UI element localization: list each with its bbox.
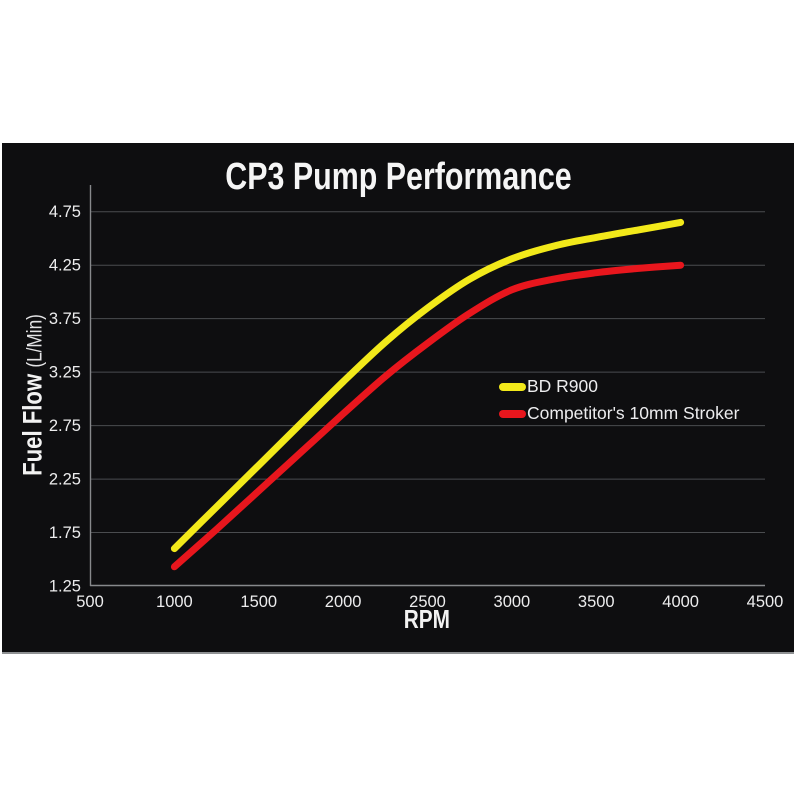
x-tick-label: 2500	[409, 593, 446, 611]
series-line-bd-r900	[170, 218, 685, 553]
x-tick-label: 500	[76, 593, 104, 611]
legend-item: Competitor's 10mm Stroker	[499, 400, 739, 427]
legend-label: Competitor's 10mm Stroker	[527, 403, 740, 423]
x-tick-label: 1500	[240, 593, 277, 611]
chart-title-text: CP3 Pump Performance	[224, 156, 572, 198]
y-tick-label: 3.75	[49, 310, 81, 328]
x-axis-title: RPM	[347, 606, 507, 632]
x-tick-label: 4500	[747, 593, 784, 611]
y-tick-label: 1.25	[49, 578, 81, 596]
y-tick-label: 2.75	[49, 417, 81, 435]
legend-swatch	[499, 409, 526, 418]
x-tick-label: 3500	[578, 593, 615, 611]
x-tick-label: 2000	[325, 593, 362, 611]
legend: BD R900 Competitor's 10mm Stroker	[499, 373, 739, 427]
x-tick-label: 4000	[662, 593, 699, 611]
y-tick-label: 4.75	[49, 203, 81, 221]
chart-title: CP3 Pump Performance	[2, 158, 794, 196]
x-tick-label: 1000	[156, 593, 193, 611]
legend-swatch	[499, 382, 526, 391]
x-tick-label: 3000	[494, 593, 531, 611]
legend-label: BD R900	[527, 376, 599, 396]
y-tick-label: 1.75	[49, 524, 81, 542]
series-line-competitor-s-10mm-stroker	[170, 261, 685, 571]
legend-item: BD R900	[499, 373, 739, 400]
y-axis-units-text: (L/Min)	[23, 314, 47, 368]
plot-area: 500 1000 1500 2000 2500 3000 3500 4000 4500 1.25 1…	[49, 185, 784, 611]
x-axis-title-text: RPM	[403, 604, 451, 634]
chart-canvas: 500 1000 1500 2000 2500 3000 3500 4000 4500 1.25 1…	[2, 143, 794, 654]
y-tick-label: 4.25	[49, 257, 81, 275]
y-tick-label: 2.25	[49, 471, 81, 489]
y-axis-title-text: Fuel Flow	[17, 373, 48, 476]
y-tick-label: 3.25	[49, 364, 81, 382]
